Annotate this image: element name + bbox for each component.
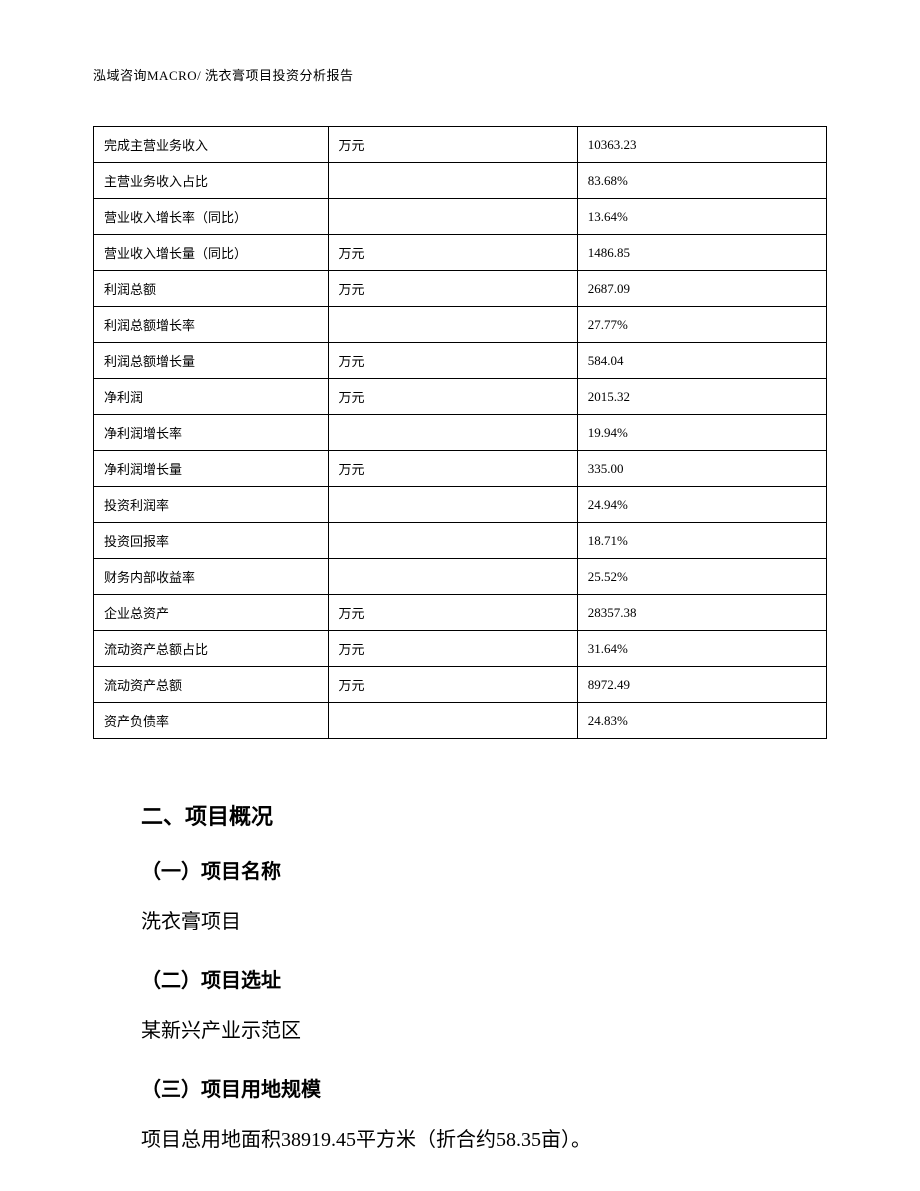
cell-label: 营业收入增长量（同比） (94, 235, 329, 271)
cell-value: 13.64% (577, 199, 826, 235)
table-row: 净利润 万元 2015.32 (94, 379, 827, 415)
table-row: 完成主营业务收入 万元 10363.23 (94, 127, 827, 163)
cell-value: 19.94% (577, 415, 826, 451)
table-row: 利润总额增长量 万元 584.04 (94, 343, 827, 379)
header-text: 泓域咨询MACRO/ 洗衣膏项目投资分析报告 (93, 68, 354, 83)
table-row: 营业收入增长量（同比） 万元 1486.85 (94, 235, 827, 271)
cell-unit: 万元 (328, 379, 577, 415)
subsection-title-1: （一）项目名称 (141, 855, 827, 884)
cell-label: 投资利润率 (94, 487, 329, 523)
cell-label: 完成主营业务收入 (94, 127, 329, 163)
cell-label: 净利润增长率 (94, 415, 329, 451)
table-row: 流动资产总额 万元 8972.49 (94, 667, 827, 703)
cell-value: 18.71% (577, 523, 826, 559)
cell-unit (328, 487, 577, 523)
cell-label: 利润总额增长率 (94, 307, 329, 343)
table-row: 利润总额增长率 27.77% (94, 307, 827, 343)
table-row: 主营业务收入占比 83.68% (94, 163, 827, 199)
cell-label: 利润总额增长量 (94, 343, 329, 379)
cell-value: 25.52% (577, 559, 826, 595)
cell-value: 28357.38 (577, 595, 826, 631)
cell-label: 主营业务收入占比 (94, 163, 329, 199)
cell-label: 流动资产总额 (94, 667, 329, 703)
table-row: 投资回报率 18.71% (94, 523, 827, 559)
cell-value: 27.77% (577, 307, 826, 343)
table-row: 企业总资产 万元 28357.38 (94, 595, 827, 631)
cell-label: 净利润 (94, 379, 329, 415)
cell-label: 流动资产总额占比 (94, 631, 329, 667)
cell-unit: 万元 (328, 595, 577, 631)
table-row: 流动资产总额占比 万元 31.64% (94, 631, 827, 667)
cell-label: 营业收入增长率（同比） (94, 199, 329, 235)
cell-value: 24.83% (577, 703, 826, 739)
table-row: 利润总额 万元 2687.09 (94, 271, 827, 307)
cell-unit: 万元 (328, 631, 577, 667)
cell-value: 8972.49 (577, 667, 826, 703)
subsection-title-2: （二）项目选址 (141, 964, 827, 993)
page-header: 泓域咨询MACRO/ 洗衣膏项目投资分析报告 (93, 65, 827, 84)
table-row: 营业收入增长率（同比） 13.64% (94, 199, 827, 235)
table-row: 净利润增长量 万元 335.00 (94, 451, 827, 487)
cell-unit (328, 703, 577, 739)
cell-unit: 万元 (328, 127, 577, 163)
cell-unit (328, 415, 577, 451)
table-row: 财务内部收益率 25.52% (94, 559, 827, 595)
cell-unit (328, 307, 577, 343)
cell-value: 1486.85 (577, 235, 826, 271)
cell-value: 31.64% (577, 631, 826, 667)
cell-unit (328, 199, 577, 235)
cell-unit: 万元 (328, 271, 577, 307)
cell-value: 2015.32 (577, 379, 826, 415)
subsection-title-3: （三）项目用地规模 (141, 1073, 827, 1102)
cell-unit: 万元 (328, 451, 577, 487)
section-title: 二、项目概况 (141, 799, 827, 831)
cell-unit (328, 559, 577, 595)
cell-unit: 万元 (328, 235, 577, 271)
content-text-3: 项目总用地面积38919.45平方米（折合约58.35亩）。 (141, 1122, 827, 1158)
cell-label: 财务内部收益率 (94, 559, 329, 595)
cell-label: 利润总额 (94, 271, 329, 307)
cell-unit: 万元 (328, 343, 577, 379)
cell-label: 企业总资产 (94, 595, 329, 631)
table-row: 资产负债率 24.83% (94, 703, 827, 739)
cell-value: 10363.23 (577, 127, 826, 163)
cell-label: 投资回报率 (94, 523, 329, 559)
cell-unit (328, 523, 577, 559)
table-row: 净利润增长率 19.94% (94, 415, 827, 451)
cell-value: 83.68% (577, 163, 826, 199)
cell-value: 2687.09 (577, 271, 826, 307)
cell-label: 资产负债率 (94, 703, 329, 739)
cell-unit (328, 163, 577, 199)
cell-value: 584.04 (577, 343, 826, 379)
content-text-1: 洗衣膏项目 (141, 904, 827, 940)
cell-label: 净利润增长量 (94, 451, 329, 487)
financial-data-table: 完成主营业务收入 万元 10363.23 主营业务收入占比 83.68% 营业收… (93, 126, 827, 739)
content-text-2: 某新兴产业示范区 (141, 1013, 827, 1049)
cell-value: 24.94% (577, 487, 826, 523)
content-section: 二、项目概况 （一）项目名称 洗衣膏项目 （二）项目选址 某新兴产业示范区 （三… (93, 799, 827, 1158)
cell-value: 335.00 (577, 451, 826, 487)
cell-unit: 万元 (328, 667, 577, 703)
table-body: 完成主营业务收入 万元 10363.23 主营业务收入占比 83.68% 营业收… (94, 127, 827, 739)
table-row: 投资利润率 24.94% (94, 487, 827, 523)
